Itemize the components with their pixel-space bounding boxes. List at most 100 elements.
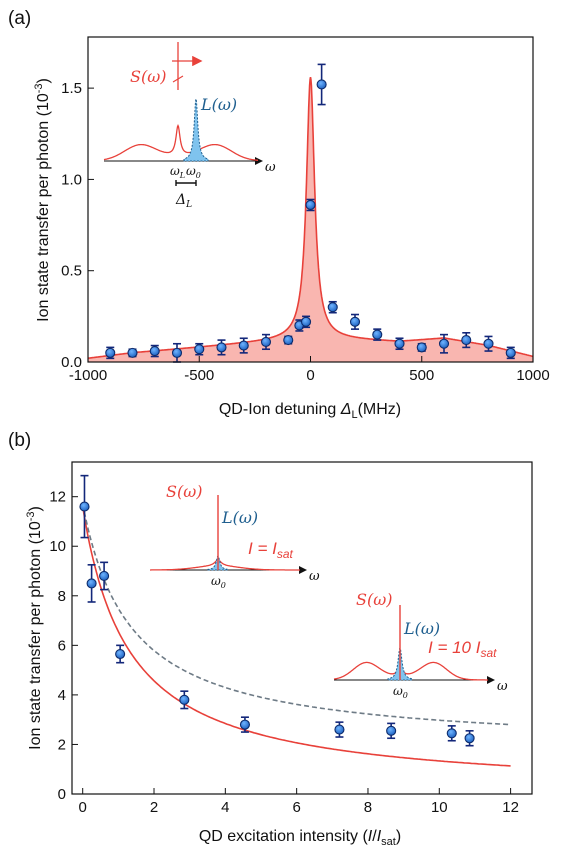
data-marker [394,338,405,349]
data-point [505,346,516,360]
data-point [238,337,249,354]
data-point [394,337,405,351]
data-marker [349,316,361,327]
data-point [316,63,327,106]
x-tick-label: 8 [364,799,372,816]
data-marker [127,347,138,358]
data-point [79,474,90,539]
inset-a-omega-0: ω0 [186,164,201,180]
data-marker [505,347,516,358]
inset-b2-omega-0: ω0 [393,684,408,700]
plot-frame-b [71,461,533,795]
y-tick-label: 6 [58,637,66,654]
y-ticks-a: 0.0 0.5 1.0 1.5 [61,80,94,371]
data-point [239,716,250,733]
data-marker [316,79,327,90]
data-point [99,561,110,591]
x-tick-label: 0 [79,799,87,816]
inset-b1-L-label: L(ω) [221,508,258,527]
inset-a-delta-bracket [175,180,197,186]
inset-a-S-label: S(ω) [130,67,167,86]
x-axis-label-b: QD excitation intensity (I/Isat) [199,828,401,848]
inset-b1-intensity-label: I = Isat [248,539,294,561]
x-tick-label: 500 [409,367,434,384]
data-points-a [105,63,516,363]
data-marker [372,329,383,340]
inset-b2-spectrum-S [333,661,488,681]
x-tick-label: 2 [150,799,158,816]
inset-b1: S(ω) L(ω) ω ω0 I = Isat [150,482,320,590]
data-marker [386,725,397,736]
inset-b2-intensity-label: I = 10 Isat [428,638,497,660]
inset-a-spectrum-L [183,97,209,162]
x-axis-label-a: QD-Ion detuning ΔL(MHz) [219,401,401,421]
data-point [464,730,475,747]
data-marker [334,724,345,735]
y-tick-label: 12 [49,489,66,506]
model-line [88,77,534,359]
data-marker [438,338,450,349]
panel-a: (a) -1000 -500 0 500 1000 0.0 0.5 1.0 1.5 QD-Io… [8,8,550,421]
data-marker [327,302,338,313]
inset-b2: S(ω) L(ω) ω ω0 I = 10 Isat [333,590,508,700]
x-tick-label: 1000 [516,367,549,384]
inset-b2-L-label: L(ω) [403,619,440,638]
data-point [372,328,383,341]
inset-a: S(ω) L(ω) ω ωL ω0 ΔL [103,42,276,210]
data-marker [283,335,294,346]
data-point [438,333,450,354]
x-tick-label: 10 [431,799,448,816]
data-point [446,725,457,742]
inset-b2-omega-axis-label: ω [497,679,508,694]
inset-b1-S-label: S(ω) [166,482,203,501]
data-point [179,690,190,710]
fit-curves-b [81,503,511,767]
data-marker [483,338,494,349]
data-point [105,346,116,360]
x-ticks-a: -1000 -500 0 500 1000 [69,356,550,384]
data-point [194,342,205,356]
model-fill-a [88,77,533,362]
data-point [483,335,494,352]
data-marker [105,347,116,358]
data-point [327,300,338,314]
x-tick-label: -500 [184,367,214,384]
data-marker [305,199,316,211]
panel-b-label: (b) [8,430,31,451]
data-marker [238,340,249,351]
y-axis-label-b: Ion state transfer per photon (10-3) [25,506,44,750]
data-point [300,315,312,329]
data-point [349,313,361,330]
data-point [416,342,427,353]
x-tick-label: 12 [502,799,519,816]
x-tick-label: 4 [221,799,229,816]
data-point [216,339,227,356]
inset-b1-spectrum-S [150,559,300,571]
data-marker [149,345,160,357]
data-marker [461,335,472,346]
panel-a-label: (a) [8,8,31,29]
data-point [115,644,126,664]
x-ticks-b: 0 2 4 6 8 10 12 [79,788,519,816]
x-tick-label: 6 [292,799,300,816]
data-point [334,721,345,738]
y-ticks-b: 0 2 4 6 8 10 12 [49,489,78,803]
y-tick-label: 8 [58,588,66,605]
data-point [127,347,138,358]
data-marker [416,342,427,353]
data-marker [260,336,272,347]
data-marker [179,694,190,705]
panel-b: (b) 0 2 4 6 8 10 12 0 2 4 6 8 10 12 QD excitation in… [8,430,533,848]
data-point [260,333,272,351]
data-marker [86,578,97,589]
solid-fit-line [81,506,511,767]
data-marker [464,733,475,744]
y-tick-label: 10 [49,538,66,555]
dashed-fit-line [81,503,511,726]
data-point [283,335,294,346]
inset-a-omega-axis-label: ω [265,160,276,175]
y-tick-label: 0 [58,786,66,803]
inset-a-break-mark [172,75,184,83]
data-point [305,198,316,212]
